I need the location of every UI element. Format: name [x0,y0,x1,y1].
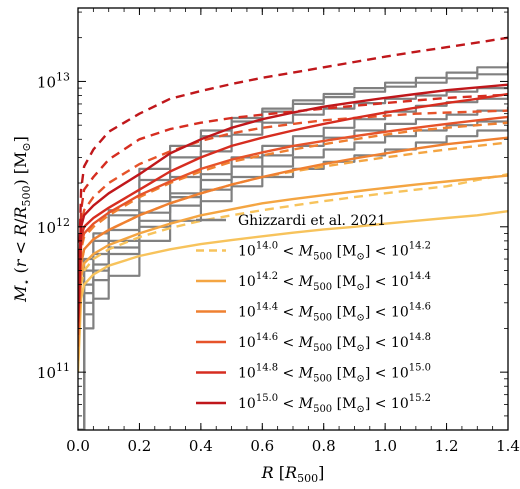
legend-label-0: Ghizzardi et al. 2021 [238,213,386,229]
legend: Ghizzardi et al. 2021 1014.0 < M500 [M⊙] … [196,213,431,415]
y-tick-label: 1011 [37,361,70,382]
series-layer [78,36,508,430]
model-profile-line-8 [78,210,508,373]
model-profile-line-10 [78,174,508,361]
x-tick-label: 0.6 [250,437,274,455]
x-axis-label: R [R500] [261,463,325,485]
y-tick-label: 1013 [37,70,70,91]
observed-profile-line-5 [78,118,508,430]
x-tick-label: 1.0 [373,437,397,455]
legend-label-4: 1014.6 < M500 [M⊙] < 1014.8 [238,332,431,354]
x-tick-label: 0.8 [312,437,336,455]
y-axis-label: M⋆ (r < R/R500) [M⊙] [11,136,33,303]
legend-label-3: 1014.4 < M500 [M⊙] < 1014.6 [238,302,431,324]
x-tick-label: 1.2 [435,437,459,455]
x-tick-label: 0.0 [66,437,90,455]
model-profile-line-11 [78,121,508,336]
model-profile-line-7 [78,173,508,361]
x-tick-label: 0.2 [127,437,151,455]
legend-label-2: 1014.2 < M500 [M⊙] < 1014.4 [238,271,431,293]
x-tick-label: 1.4 [496,437,520,455]
observed-profile-line-4 [78,106,508,430]
model-profile-line-14 [78,115,508,336]
legend-label-5: 1014.8 < M500 [M⊙] < 1015.0 [238,363,431,385]
model-profile-line-17 [78,36,508,303]
y-tick-label: 1012 [37,216,70,237]
model-profile-line-18 [78,83,508,323]
x-tick-label: 0.4 [189,437,213,455]
model-profile-line-13 [78,109,508,323]
model-profile-line-12 [78,136,508,347]
model-profile-line-16 [78,92,508,329]
model-profile-line-15 [78,93,508,312]
legend-label-6: 1015.0 < M500 [M⊙] < 1015.2 [238,393,431,415]
legend-label-1: 1014.0 < M500 [M⊙] < 1014.2 [238,241,431,263]
axes-layer: 0.0 0.2 0.4 0.6 0.8 1.0 1.2 1.4 1011 1012 1013 [37,7,520,455]
